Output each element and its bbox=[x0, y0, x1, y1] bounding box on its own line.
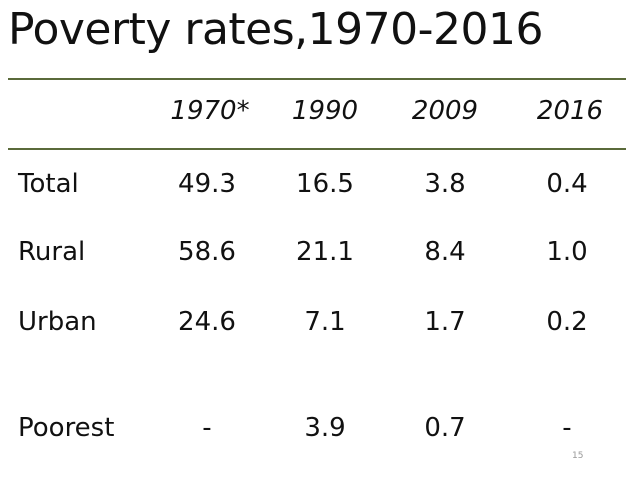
column-header-1970: 1970* bbox=[170, 96, 250, 126]
cell-rural-2016: 1.0 bbox=[546, 237, 588, 267]
column-header-1990: 1990 bbox=[291, 96, 359, 126]
cell-urban-1990: 7.1 bbox=[304, 307, 346, 337]
row-label-poorest: Poorest bbox=[18, 413, 115, 443]
cell-urban-2016: 0.2 bbox=[546, 307, 588, 337]
cell-poorest-2009: 0.7 bbox=[424, 413, 466, 443]
cell-poorest-2016: - bbox=[562, 413, 572, 443]
table-top-rule bbox=[8, 78, 626, 80]
column-header-2016: 2016 bbox=[536, 96, 604, 126]
cell-urban-1970: 24.6 bbox=[178, 307, 236, 337]
cell-rural-1970: 58.6 bbox=[178, 237, 236, 267]
cell-rural-2009: 8.4 bbox=[424, 237, 466, 267]
column-header-2009: 2009 bbox=[411, 96, 479, 126]
cell-urban-2009: 1.7 bbox=[424, 307, 466, 337]
cell-poorest-1970: - bbox=[202, 413, 212, 443]
cell-poorest-1990: 3.9 bbox=[304, 413, 346, 443]
cell-rural-1990: 21.1 bbox=[296, 237, 354, 267]
table-header-rule bbox=[8, 148, 626, 150]
page-number: 15 bbox=[572, 451, 584, 461]
slide-title: Poverty rates,1970-2016 bbox=[8, 4, 543, 55]
row-label-urban: Urban bbox=[18, 307, 97, 337]
row-label-rural: Rural bbox=[18, 237, 86, 267]
cell-total-2016: 0.4 bbox=[546, 169, 588, 199]
cell-total-1970: 49.3 bbox=[178, 169, 236, 199]
row-label-total: Total bbox=[18, 169, 79, 199]
cell-total-1990: 16.5 bbox=[296, 169, 354, 199]
cell-total-2009: 3.8 bbox=[424, 169, 466, 199]
